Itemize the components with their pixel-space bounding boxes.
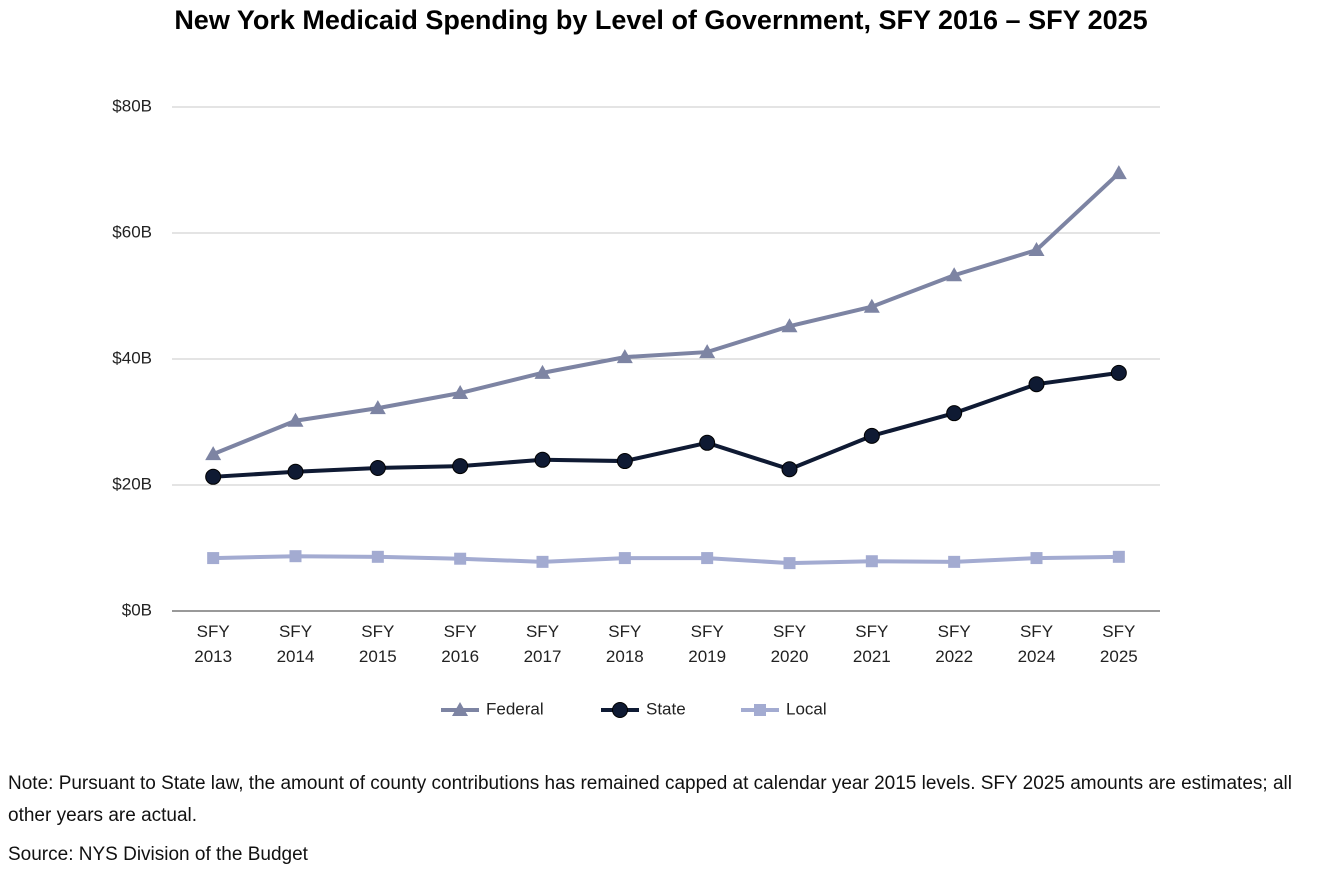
marker bbox=[699, 344, 716, 359]
marker bbox=[287, 412, 304, 427]
marker bbox=[863, 427, 880, 444]
marker bbox=[701, 552, 714, 565]
marker bbox=[534, 364, 551, 379]
marker bbox=[783, 557, 796, 570]
x-tick-label: SFY 2016 bbox=[441, 622, 479, 666]
marker bbox=[946, 267, 963, 282]
marker bbox=[287, 463, 304, 480]
marker bbox=[754, 704, 766, 716]
marker bbox=[946, 405, 963, 422]
marker bbox=[452, 385, 469, 400]
legend-item: Local bbox=[741, 699, 827, 718]
marker bbox=[616, 349, 633, 364]
marker bbox=[1028, 242, 1045, 257]
x-tick-label: SFY 2017 bbox=[524, 622, 562, 666]
chart: New York Medicaid Spending by Level of G… bbox=[112, 5, 1160, 718]
x-tick-label: SFY 2020 bbox=[771, 622, 809, 666]
marker bbox=[865, 555, 878, 568]
x-tick-label: SFY 2013 bbox=[194, 622, 232, 666]
x-tick-label: SFY 2015 bbox=[359, 622, 397, 666]
marker bbox=[205, 468, 222, 485]
marker bbox=[781, 461, 798, 478]
marker bbox=[1030, 552, 1043, 565]
marker bbox=[534, 451, 551, 468]
x-tick-label: SFY 2022 bbox=[935, 622, 973, 666]
x-tick-label: SFY 2014 bbox=[277, 622, 315, 666]
y-tick-label: $60B bbox=[112, 222, 152, 241]
marker bbox=[205, 446, 222, 461]
legend-label: Local bbox=[786, 699, 827, 718]
marker bbox=[618, 552, 631, 565]
x-tick-label: SFY 2025 bbox=[1100, 622, 1138, 666]
series-line bbox=[212, 171, 1121, 456]
marker bbox=[536, 555, 549, 568]
legend-label: Federal bbox=[486, 699, 544, 718]
x-tick-label: SFY 2019 bbox=[688, 622, 726, 666]
x-tick-label: SFY 2021 bbox=[853, 622, 891, 666]
marker bbox=[699, 434, 716, 451]
marker bbox=[781, 318, 798, 333]
marker bbox=[1028, 376, 1045, 393]
y-tick-label: $40B bbox=[112, 348, 152, 367]
x-tick-label: SFY 2024 bbox=[1018, 622, 1056, 666]
marker bbox=[863, 298, 880, 313]
marker bbox=[616, 453, 633, 470]
note: Note: Pursuant to State law, the amount … bbox=[8, 773, 1292, 826]
y-tick-label: $20B bbox=[112, 474, 152, 493]
y-tick-label: $80B bbox=[112, 96, 152, 115]
marker bbox=[452, 702, 468, 716]
marker bbox=[207, 552, 220, 565]
marker bbox=[612, 702, 628, 718]
legend-label: State bbox=[646, 699, 686, 718]
marker bbox=[1112, 550, 1125, 563]
marker bbox=[454, 552, 467, 565]
marker bbox=[369, 400, 386, 415]
marker bbox=[948, 555, 961, 568]
marker bbox=[289, 550, 302, 563]
marker bbox=[452, 458, 469, 475]
marker bbox=[1110, 165, 1127, 180]
source: Source: NYS Division of the Budget bbox=[8, 844, 308, 865]
y-tick-label: $0B bbox=[122, 600, 152, 619]
marker bbox=[1110, 364, 1127, 381]
chart-title: New York Medicaid Spending by Level of G… bbox=[174, 5, 1147, 35]
marker bbox=[371, 550, 384, 563]
series-line bbox=[213, 554, 1119, 566]
x-tick-label: SFY 2018 bbox=[606, 622, 644, 666]
marker bbox=[369, 459, 386, 476]
series-line bbox=[213, 370, 1120, 479]
